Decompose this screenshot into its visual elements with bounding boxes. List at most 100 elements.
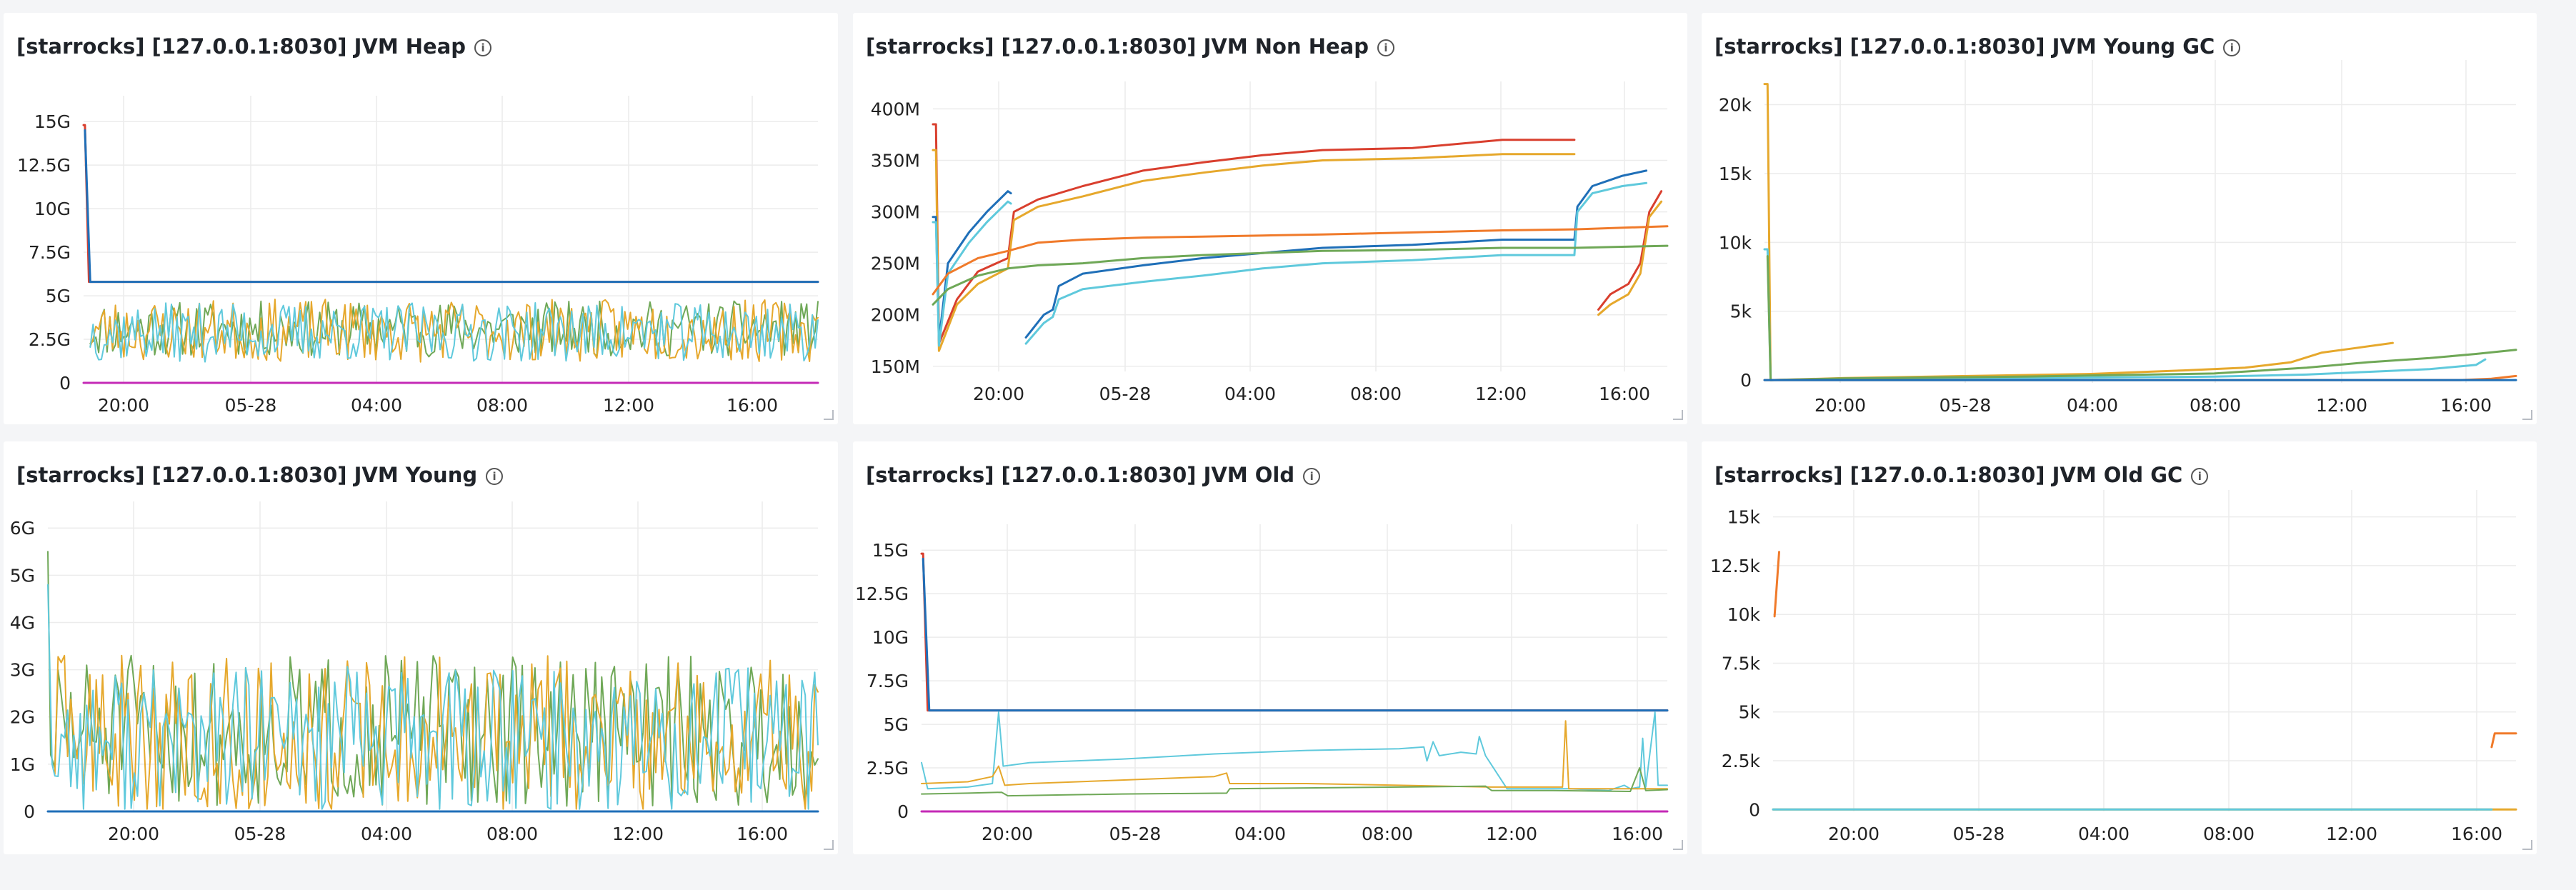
y-tick-label: 20k <box>1719 95 1752 116</box>
series-line-cyan[interactable] <box>1763 248 2487 381</box>
series-line-cyan[interactable] <box>89 302 819 363</box>
panel-jvm-young-gc: [starrocks] [127.0.0.1:8030] JVM Young G… <box>1702 13 2537 424</box>
y-tick-label: 350M <box>871 150 920 171</box>
x-tick-label: 20:00 <box>982 824 1033 844</box>
panel-title: [starrocks] [127.0.0.1:8030] JVM Young G… <box>1714 34 2241 59</box>
y-tick-label: 10G <box>872 627 909 648</box>
series-line-red[interactable] <box>82 124 819 284</box>
x-tick-label: 16:00 <box>2440 395 2492 416</box>
x-tick-label: 12:00 <box>2316 395 2367 416</box>
series-line-green[interactable] <box>921 767 1668 797</box>
panel-title: [starrocks] [127.0.0.1:8030] JVM Old i <box>866 463 1321 487</box>
y-tick-label: 12.5G <box>855 584 909 604</box>
chart-jvm-young-gc[interactable]: 0 5k 10k 15k 20k 20:00 05-28 04:00 08:00 12:00 16:… <box>1702 13 2537 424</box>
x-tick-label: 20:00 <box>1814 395 1866 416</box>
chart-jvm-old[interactable]: 0 2.5G 5G 7.5G 10G 12.5G 15G 20:00 05-28 04:00 08:… <box>853 441 1687 854</box>
y-tick-label: 7.5G <box>29 242 71 263</box>
y-tick-label: 0 <box>897 801 909 822</box>
y-tick-label: 10G <box>34 199 71 219</box>
y-tick-label: 400M <box>871 99 920 119</box>
series-line-green[interactable] <box>47 551 819 807</box>
info-icon[interactable]: i <box>474 39 492 56</box>
series-line-yellow[interactable] <box>89 299 819 363</box>
y-tick-label: 10k <box>1719 232 1752 253</box>
chart-jvm-young[interactable]: 0 1G 2G 3G 4G 5G 6G 20:00 05-28 04:00 08:00 12:00 16… <box>4 441 838 854</box>
y-tick-label: 10k <box>1727 604 1761 625</box>
resize-handle-icon[interactable] <box>824 840 834 850</box>
resize-handle-icon[interactable] <box>2522 840 2532 850</box>
y-tick-label: 15G <box>34 111 71 132</box>
panel-title: [starrocks] [127.0.0.1:8030] JVM Non Hea… <box>866 34 1394 59</box>
y-tick-label: 12.5k <box>1710 556 1761 576</box>
y-tick-label: 200M <box>871 305 920 326</box>
x-tick-label: 05-28 <box>1953 824 2005 844</box>
x-tick-label: 20:00 <box>1828 824 1879 844</box>
y-tick-label: 6G <box>10 518 35 539</box>
x-tick-label: 12:00 <box>1486 824 1537 844</box>
series-line-cyan[interactable] <box>47 584 819 810</box>
info-icon[interactable]: i <box>2223 39 2241 56</box>
y-tick-label: 7.5k <box>1722 653 1761 674</box>
resize-handle-icon[interactable] <box>2522 410 2532 420</box>
x-tick-label: 04:00 <box>2078 824 2130 844</box>
y-tick-label: 15G <box>872 540 909 561</box>
x-tick-label: 16:00 <box>1612 824 1663 844</box>
series-line-orange[interactable] <box>2490 732 2517 749</box>
y-tick-label: 250M <box>871 254 920 274</box>
y-tick-label: 5G <box>46 286 71 306</box>
chart-jvm-old-gc[interactable]: 0 2.5k 5k 7.5k 10k 12.5k 15k 20:00 05-28 04:00 08:… <box>1702 441 2537 854</box>
series-line-green[interactable] <box>1766 255 2517 381</box>
series-line-green[interactable] <box>932 244 1669 306</box>
series-line-darkblue[interactable] <box>84 129 819 284</box>
x-tick-label: 20:00 <box>108 824 159 844</box>
series-line-yellow[interactable] <box>54 654 819 810</box>
resize-handle-icon[interactable] <box>1673 840 1683 850</box>
y-tick-label: 5k <box>1730 301 1752 322</box>
y-tick-label: 0 <box>59 373 71 394</box>
chart-jvm-non-heap[interactable]: 150M 200M 250M 300M 350M 400M 20:00 05-28 04:00 0… <box>853 13 1687 424</box>
series-line-red[interactable] <box>920 552 1669 712</box>
x-tick-label: 12:00 <box>1475 384 1527 404</box>
panel-title: [starrocks] [127.0.0.1:8030] JVM Old GC i <box>1714 463 2209 487</box>
series-line-cyan[interactable] <box>932 181 1648 347</box>
panel-jvm-young: [starrocks] [127.0.0.1:8030] JVM Young i … <box>4 441 838 854</box>
series-line-orange[interactable] <box>932 225 1669 296</box>
x-tick-label: 16:00 <box>2451 824 2502 844</box>
series-line-cyan[interactable] <box>921 711 1668 791</box>
x-tick-label: 16:00 <box>1599 384 1650 404</box>
y-tick-label: 2.5k <box>1722 751 1761 771</box>
info-icon[interactable]: i <box>1377 39 1394 56</box>
series-line-yellow[interactable] <box>932 149 1663 352</box>
info-icon[interactable]: i <box>2191 468 2209 485</box>
series-line-darkblue[interactable] <box>922 557 1669 712</box>
x-tick-label: 08:00 <box>1362 824 1413 844</box>
x-tick-label: 04:00 <box>1234 824 1286 844</box>
info-icon[interactable]: i <box>486 468 504 485</box>
panel-title: [starrocks] [127.0.0.1:8030] JVM Young i <box>16 463 504 487</box>
y-tick-label: 5G <box>884 714 909 735</box>
x-tick-label: 08:00 <box>2203 824 2255 844</box>
series-line-yellow[interactable] <box>1763 83 2394 381</box>
resize-handle-icon[interactable] <box>824 410 834 420</box>
y-tick-label: 0 <box>24 801 35 822</box>
panel-jvm-non-heap: [starrocks] [127.0.0.1:8030] JVM Non Hea… <box>853 13 1687 424</box>
resize-handle-icon[interactable] <box>1673 410 1683 420</box>
x-tick-label: 05-28 <box>1109 824 1162 844</box>
x-tick-label: 08:00 <box>476 395 528 416</box>
x-tick-label: 05-28 <box>1940 395 1992 416</box>
x-tick-label: 16:00 <box>727 395 778 416</box>
y-tick-label: 2.5G <box>867 758 909 779</box>
series-line-red[interactable] <box>932 123 1663 345</box>
y-tick-label: 5k <box>1739 702 1761 723</box>
x-tick-label: 16:00 <box>737 824 788 844</box>
series-line-yellow[interactable] <box>921 720 1668 790</box>
y-tick-label: 3G <box>10 660 35 681</box>
info-icon[interactable]: i <box>1303 468 1321 485</box>
x-tick-label: 05-28 <box>1099 384 1152 404</box>
chart-jvm-heap[interactable]: 0 2.5G 5G 7.5G 10G 12.5G 15G 20:00 05-28 04:00 08:… <box>4 13 838 424</box>
panel-jvm-heap: [starrocks] [127.0.0.1:8030] JVM Heap i 0… <box>4 13 838 424</box>
x-tick-label: 04:00 <box>1224 384 1276 404</box>
y-tick-label: 5G <box>10 565 35 586</box>
series-line-orange[interactable] <box>1773 551 1780 618</box>
x-tick-label: 20:00 <box>98 395 149 416</box>
